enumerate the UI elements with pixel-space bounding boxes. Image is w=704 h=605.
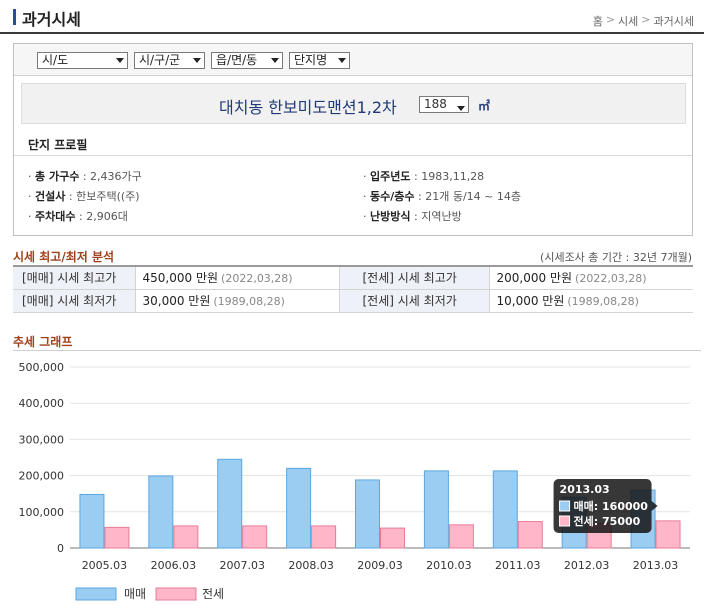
sigungu-select[interactable]: 시/구/군 — [134, 52, 205, 69]
tooltip-sale-swatch — [559, 500, 571, 512]
sale-high-label: [매매] 시세 최고가 — [13, 266, 136, 290]
page-title: 과거시세 — [22, 10, 81, 29]
bar-jeonse — [173, 525, 199, 549]
tooltip-jeonse-text: 전세: 75000 — [574, 514, 641, 528]
x-tick-label: 2011.03 — [495, 559, 541, 572]
info-movein: · 입주년도 : 1983,11,28 — [363, 170, 485, 183]
breadcrumb-price[interactable]: 시세 — [618, 15, 639, 28]
info-heating: · 난방방식 : 지역난방 — [363, 210, 462, 223]
chevron-down-icon — [338, 57, 346, 64]
bar-jeonse — [517, 521, 543, 549]
tooltip-box — [553, 479, 652, 533]
jeonse-low-value: 10,000 만원 (1989,08,28) — [489, 289, 693, 313]
survey-period: (시세조사 총 기간 : 32년 7개월) — [540, 251, 692, 264]
profile-divider — [14, 155, 692, 156]
x-tick-label: 2008.03 — [288, 559, 334, 572]
breadcrumb: 홈 > 시세 > 과거시세 — [593, 13, 694, 29]
legend-sale-swatch — [75, 587, 117, 601]
sale-low-value: 30,000 만원 (1989,08,28) — [135, 289, 340, 313]
sido-select[interactable]: 시/도 — [37, 52, 128, 69]
eupmyeondong-select[interactable]: 읍/면/동 — [211, 52, 283, 69]
jeonse-low-label: [전세] 시세 최저가 — [339, 289, 490, 313]
x-tick-label: 2005.03 — [82, 559, 128, 572]
eupmyeondong-select-value: 읍/면/동 — [216, 53, 258, 67]
y-tick-label: 0 — [57, 542, 64, 555]
jeonse-high-label: [전세] 시세 최고가 — [339, 266, 490, 290]
page-header: 과거시세 홈 > 시세 > 과거시세 — [0, 0, 704, 34]
bar-jeonse — [655, 520, 681, 549]
breadcrumb-home[interactable]: 홈 — [592, 15, 603, 28]
y-tick-label: 500,000 — [19, 361, 65, 374]
y-tick-label: 400,000 — [19, 397, 65, 410]
y-tick-label: 100,000 — [19, 506, 65, 519]
sigungu-select-value: 시/구/군 — [139, 53, 181, 67]
bar-sale — [355, 479, 380, 549]
analysis-title: 시세 최고/최저 분석 — [13, 250, 115, 264]
bar-sale — [217, 458, 243, 549]
price-analysis-table: [매매] 시세 최고가 450,000 만원 (2022,03,28) [전세] … — [13, 265, 693, 313]
complex-select-value: 단지명 — [294, 53, 328, 67]
jeonse-high-value: 200,000 만원 (2022,03,28) — [489, 266, 693, 290]
x-tick-label: 2013.03 — [633, 559, 679, 572]
bar-sale — [148, 475, 174, 549]
chevron-down-icon — [457, 101, 465, 116]
x-tick-label: 2006.03 — [151, 559, 197, 572]
info-households: · 총 가구수 : 2,436가구 — [28, 170, 142, 183]
bar-jeonse — [242, 525, 268, 549]
profile-title: 단지 프로필 — [28, 138, 88, 152]
trend-title: 추세 그래프 — [13, 335, 73, 349]
area-unit: ㎡ — [478, 99, 491, 113]
trend-chart: 0 100,000 200,000 300,000 400,000 500,000 2005… — [13, 350, 701, 605]
x-tick-label: 2012.03 — [564, 559, 610, 572]
sale-high-value: 450,000 만원 (2022,03,28) — [135, 266, 340, 290]
info-parking: · 주차대수 : 2,906대 — [28, 210, 128, 223]
tooltip-sale-text: 매매: 160000 — [574, 499, 649, 513]
bar-jeonse — [104, 526, 130, 549]
bar-jeonse — [448, 524, 474, 549]
apartment-name: 대치동 한보미도맨션1,2차 — [219, 98, 397, 117]
chevron-down-icon — [116, 57, 124, 64]
x-tick-label: 2010.03 — [426, 559, 472, 572]
bar-jeonse — [311, 525, 337, 549]
area-select[interactable]: 188 — [419, 96, 469, 113]
area-select-value: 188 — [424, 97, 447, 111]
legend-sale-label: 매매 — [124, 587, 146, 601]
chevron-down-icon — [193, 57, 201, 64]
breadcrumb-separator: > — [641, 13, 651, 26]
bar-sale — [492, 470, 518, 549]
y-tick-label: 300,000 — [19, 433, 65, 446]
tooltip-title: 2013.03 — [560, 483, 610, 496]
chevron-down-icon — [271, 57, 279, 64]
legend-jeonse-swatch — [155, 587, 197, 601]
complex-select[interactable]: 단지명 — [289, 52, 350, 69]
x-tick-label: 2007.03 — [219, 559, 265, 572]
table-row: [매매] 시세 최고가 450,000 만원 (2022,03,28) [전세] … — [13, 266, 693, 290]
sale-low-label: [매매] 시세 최저가 — [13, 289, 136, 313]
tooltip-jeonse-swatch — [559, 515, 571, 527]
filter-bar: 시/도 시/구/군 읍/면/동 단지명 — [14, 44, 692, 76]
info-buildings: · 동수/층수 : 21개 동/14 ~ 14층 — [363, 190, 521, 203]
bar-sale — [286, 467, 312, 549]
breadcrumb-current: 과거시세 — [653, 15, 694, 28]
breadcrumb-separator: > — [605, 13, 616, 26]
x-tick-label: 2009.03 — [357, 559, 403, 572]
apartment-name-box: 대치동 한보미도맨션1,2차 188 ㎡ — [21, 83, 686, 124]
bar-sale — [79, 493, 105, 549]
title-accent-bar — [13, 9, 16, 25]
sido-select-value: 시/도 — [42, 53, 69, 67]
complex-info-box: 시/도 시/구/군 읍/면/동 단지명 대치동 한보미도맨션1,2차 188 ㎡… — [13, 43, 693, 236]
table-row: [매매] 시세 최저가 30,000 만원 (1989,08,28) [전세] 시… — [13, 289, 693, 313]
bar-sale — [423, 470, 449, 549]
tooltip-pointer — [651, 501, 658, 511]
legend-jeonse-label: 전세 — [202, 587, 224, 601]
y-tick-label: 200,000 — [19, 470, 65, 483]
info-builder: · 건설사 : 한보주택((주) — [28, 190, 140, 203]
bar-jeonse — [380, 527, 405, 549]
